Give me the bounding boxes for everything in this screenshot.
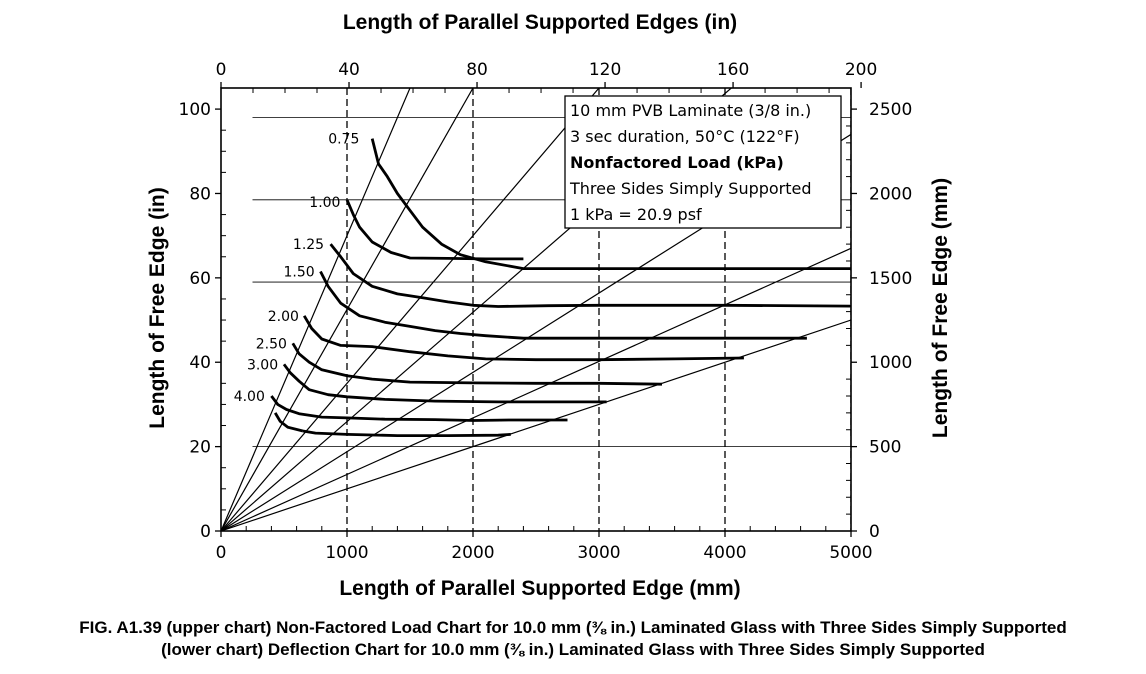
y2-tick-label-500: 500 — [869, 438, 901, 458]
y-tick-label-40: 40 — [189, 353, 211, 373]
plot-inner — [221, 88, 851, 531]
aspect-ratio-line-0 — [221, 88, 411, 531]
curve-label-1.50: 1.50 — [283, 265, 314, 281]
x-tick-label-5000: 5000 — [829, 543, 872, 563]
aspect-ratio-line-2 — [221, 88, 600, 531]
load-curve-2.50 — [291, 342, 663, 386]
load-chart: Length of Parallel Supported Edges (in) … — [146, 11, 952, 600]
y-tick-label-80: 80 — [189, 184, 211, 204]
x2-tick-label-40: 40 — [338, 60, 360, 80]
info-box-line-4: 1 kPa = 20.9 psf — [570, 205, 702, 224]
aspect-ratio-line-6 — [221, 319, 851, 531]
y-tick-label-20: 20 — [189, 438, 211, 458]
load-curve-2.00 — [302, 315, 744, 362]
x2-tick-label-0: 0 — [216, 60, 227, 80]
x2-tick-label-80: 80 — [466, 60, 488, 80]
load-curve-1.50 — [319, 270, 807, 340]
top-axis-title: Length of Parallel Supported Edges (in) — [343, 11, 737, 34]
curve-label-2.00: 2.00 — [268, 309, 299, 325]
info-box — [564, 95, 842, 229]
y-tick-label-60: 60 — [189, 269, 211, 289]
x2-tick-label-160: 160 — [717, 60, 749, 80]
y2-tick-label-1000: 1000 — [869, 353, 912, 373]
curve-label-4.00: 4.00 — [234, 389, 265, 405]
x2-tick-label-200: 200 — [845, 60, 877, 80]
x-tick-label-4000: 4000 — [703, 543, 746, 563]
figure-caption: FIG. A1.39 (upper chart) Non-Factored Lo… — [0, 617, 1146, 661]
curve-label-1.00: 1.00 — [309, 195, 340, 211]
y2-tick-label-2000: 2000 — [869, 184, 912, 204]
y2-tick-label-0: 0 — [869, 522, 880, 542]
load-curve-extra — [302, 429, 511, 437]
info-box-line-1: 3 sec duration, 50°C (122°F) — [570, 127, 800, 146]
caption-line-1: FIG. A1.39 (upper chart) Non-Factored Lo… — [79, 618, 1067, 637]
plot-area: 0.751.001.251.502.002.503.004.000 1000 200… — [179, 60, 913, 563]
y-tick-label-100: 100 — [179, 100, 211, 120]
left-axis-title: Length of Free Edge (in) — [146, 187, 169, 429]
aspect-ratio-line-1 — [221, 88, 474, 531]
info-box-line-2: Nonfactored Load (kPa) — [570, 153, 784, 172]
bottom-axis-title: Length of Parallel Supported Edge (mm) — [339, 577, 740, 600]
right-axis-title: Length of Free Edge (mm) — [929, 178, 952, 438]
load-curve-3.00 — [282, 363, 607, 404]
x-tick-label-2000: 2000 — [451, 543, 494, 563]
load-curve-1.25 — [329, 243, 851, 308]
curve-label-0.75: 0.75 — [328, 132, 359, 148]
info-box-line-3: Three Sides Simply Supported — [569, 179, 812, 198]
x-tick-label-0: 0 — [216, 543, 227, 563]
curve-label-2.50: 2.50 — [256, 336, 287, 352]
plot-frame — [220, 87, 852, 532]
x-tick-label-1000: 1000 — [325, 543, 368, 563]
caption-line-2: (lower chart) Deflection Chart for 10.0 … — [161, 640, 985, 659]
x-tick-label-3000: 3000 — [577, 543, 620, 563]
x2-tick-label-120: 120 — [589, 60, 621, 80]
aspect-ratio-line-5 — [221, 247, 851, 531]
load-curve-1.00 — [345, 199, 524, 261]
load-curve-extra-start — [273, 412, 304, 433]
curve-label-3.00: 3.00 — [247, 357, 278, 373]
load-curve-0.75 — [370, 138, 851, 270]
y-tick-label-0: 0 — [200, 522, 211, 542]
y2-tick-label-2500: 2500 — [869, 100, 912, 120]
info-box-line-0: 10 mm PVB Laminate (3/8 in.) — [570, 101, 811, 120]
load-curve-4.00 — [270, 395, 568, 422]
y2-tick-label-1500: 1500 — [869, 269, 912, 289]
curve-label-1.25: 1.25 — [293, 237, 324, 253]
